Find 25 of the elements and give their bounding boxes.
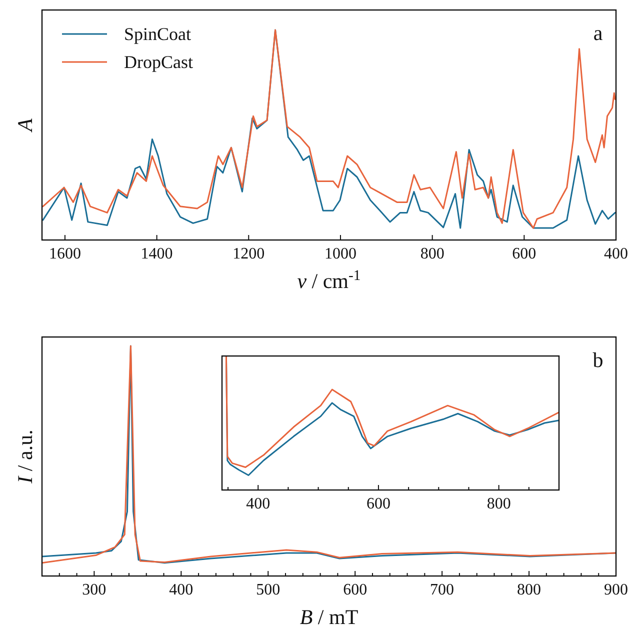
x-tick-label: 400 (246, 495, 270, 512)
x-tick-label: 1600 (48, 245, 81, 262)
x-tick-label: 600 (343, 581, 368, 598)
x-axis-title: ν / cm$^{-1}$ (297, 268, 361, 293)
x-tick-label: 700 (430, 581, 454, 598)
x-tick-label: 400 (169, 581, 194, 598)
x-tick-label: 1200 (232, 245, 265, 262)
x-tick-label: 500 (256, 581, 280, 598)
x-tick-label: 1400 (140, 245, 173, 262)
annotation: a (593, 21, 604, 45)
legend-label: DropCast (124, 52, 193, 72)
legend-label: SpinCoat (124, 24, 192, 44)
x-tick-label: 300 (82, 581, 106, 598)
x-tick-label: 800 (420, 245, 444, 262)
x-tick-label: 800 (517, 581, 542, 598)
x-tick-label: 600 (366, 495, 390, 512)
y-axis-title: A (13, 118, 37, 134)
x-tick-label: 900 (604, 581, 628, 598)
x-tick-label: 1000 (324, 245, 356, 262)
x-tick-label: 400 (604, 245, 628, 262)
annotation: b (592, 348, 604, 372)
x-axis-title: B / mT (300, 605, 358, 629)
y-axis-title: I / a.u. (13, 430, 37, 484)
x-tick-label: 600 (512, 245, 536, 262)
x-tick-label: 800 (486, 495, 511, 512)
